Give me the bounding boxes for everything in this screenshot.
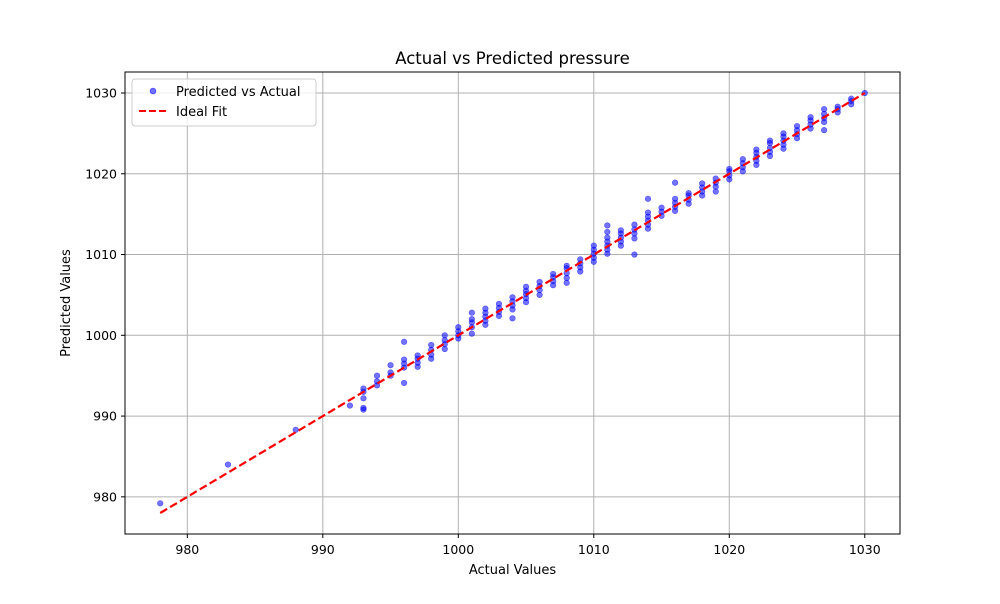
scatter-point [157,500,164,507]
y-tick-label: 1000 [85,328,117,343]
chart-title: Actual vs Predicted pressure [395,49,630,68]
scatter-point [821,106,828,113]
scatter-point [482,305,489,312]
scatter-point [509,294,516,301]
scatter-point [387,362,394,369]
scatter-point [753,146,760,153]
scatter-point [685,190,692,197]
legend-scatter-marker [149,87,157,95]
scatter-point [807,114,814,121]
scatter-point [604,228,611,236]
scatter-point [631,251,638,258]
x-tick-label: 1030 [849,542,881,557]
y-axis-ticks: 980 990 1000 1010 1020 1030 [85,86,125,504]
legend-label-predicted: Predicted vs Actual [176,85,300,100]
x-axis-label: Actual Values [469,563,557,578]
scatter-point [292,426,299,433]
scatter-point [509,315,516,322]
scatter-point [821,127,828,134]
x-tick-label: 1010 [578,542,610,557]
scatter-point [401,338,408,345]
plot-area [157,89,868,514]
y-tick-label: 990 [93,409,117,424]
y-tick-label: 980 [93,489,117,504]
x-tick-label: 980 [175,542,199,557]
scatter-point [373,372,381,379]
scatter-point [604,222,611,229]
scatter-point [536,278,543,286]
scatter-point [428,341,435,349]
scatter-point [726,165,733,173]
scatter-point [468,316,475,323]
scatter-point [550,270,557,278]
scatter-point [793,123,801,130]
scatter-point [604,234,611,241]
axes-frame [124,71,901,535]
scatter-point [360,404,367,412]
scatter-point [766,137,774,144]
y-tick-label: 1030 [85,86,117,101]
scatter-point [455,324,462,331]
scatter-point [644,195,652,202]
grid-lines [125,72,900,534]
scatter-point [360,395,367,402]
scatter-point [671,195,679,202]
y-tick-label: 1020 [85,166,117,181]
scatter-point [780,130,787,137]
scatter-point [699,180,706,187]
legend-label-ideal: Ideal Fit [176,105,227,120]
scatter-point [401,379,408,387]
scatter-point [495,300,503,307]
scatter-point [401,356,408,363]
x-tick-label: 990 [311,542,335,557]
legend: Predicted vs Actual Ideal Fit [131,78,317,127]
x-tick-label: 1000 [442,542,474,557]
scatter-point [631,221,638,228]
x-tick-label: 1020 [713,542,745,557]
scatter-point [739,156,746,163]
scatter-point [671,179,679,186]
ideal-fit-line [159,92,866,514]
scatter-point [563,262,570,269]
y-tick-label: 1010 [85,247,117,262]
scatter-point [224,461,232,468]
y-axis-label: Predicted Values [59,249,74,357]
scatter-point [644,209,652,216]
scatter-point [658,204,665,211]
scatter-point [441,332,448,339]
legend-box [131,78,317,127]
scatter-point [590,242,597,249]
scatter-point [468,330,475,337]
scatter-point [468,309,475,316]
scatter-point [617,227,624,234]
scatter-point [346,402,354,409]
scatter-point [522,283,530,290]
x-axis-ticks: 980 990 1000 1010 1020 1030 [175,534,881,557]
